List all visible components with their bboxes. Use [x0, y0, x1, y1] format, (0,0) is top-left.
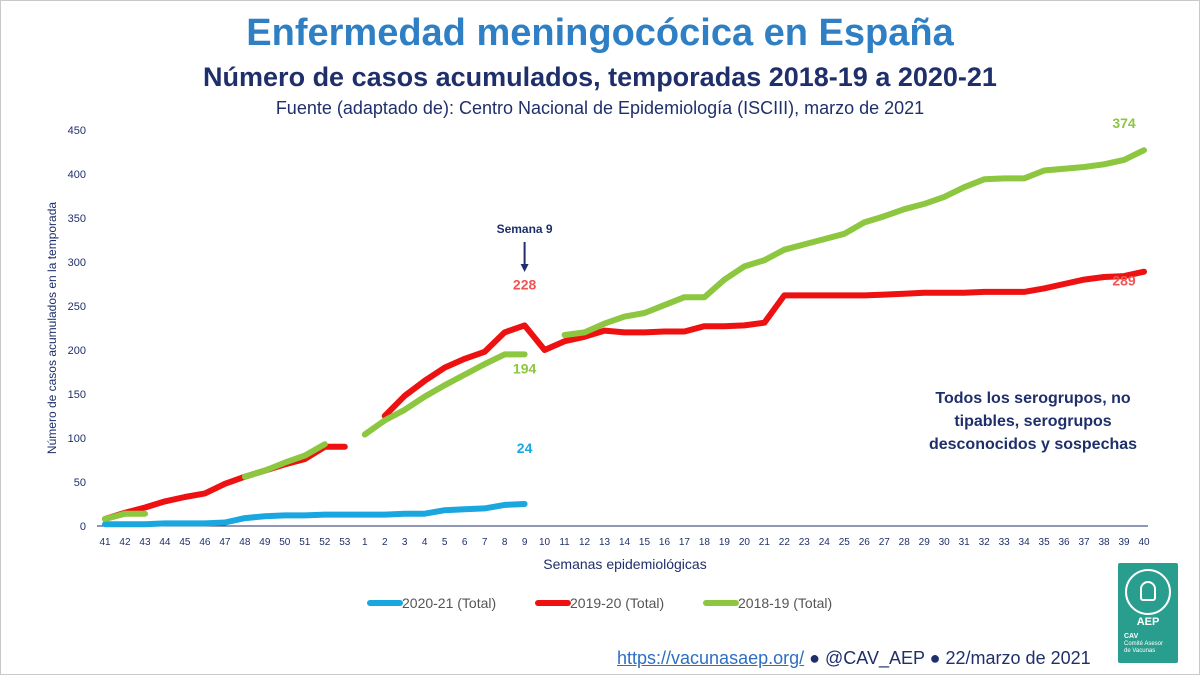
- x-tick-label: 48: [239, 537, 251, 548]
- annotation-semana-9: Semana 9: [497, 222, 553, 236]
- y-axis-title: Número de casos acumulados en la tempora…: [45, 202, 59, 454]
- legend-label: 2019-20 (Total): [570, 595, 664, 611]
- logo-caption: CAV Comité Asesor de Vacunas: [1124, 633, 1176, 655]
- x-tick-label: 26: [859, 537, 871, 548]
- source-text: Fuente (adaptado de): Centro Nacional de…: [275, 98, 925, 118]
- x-tick-label: 31: [959, 537, 971, 548]
- legend-label: 2018-19 (Total): [738, 595, 832, 611]
- x-tick-label: 33: [999, 537, 1011, 548]
- y-tick-label: 400: [68, 169, 86, 181]
- y-tick-label: 150: [68, 389, 86, 401]
- y-tick-label: 0: [80, 521, 86, 533]
- y-tick-label: 300: [68, 257, 86, 269]
- x-tick-label: 43: [139, 537, 151, 548]
- y-tick-label: 450: [68, 125, 86, 137]
- x-tick-label: 40: [1138, 537, 1150, 548]
- data-label-228: 228: [513, 276, 537, 292]
- x-tick-label: 25: [839, 537, 851, 548]
- series-line-2018-19: [102, 510, 148, 522]
- x-tick-label: 46: [199, 537, 211, 548]
- legend-label: 2020-21 (Total): [402, 595, 496, 611]
- series-line-2018-19: [561, 147, 1147, 338]
- x-tick-label: 16: [659, 537, 671, 548]
- x-tick-label: 19: [719, 537, 731, 548]
- series-line-2020-21: [102, 501, 528, 528]
- x-tick-label: 22: [779, 537, 791, 548]
- x-tick-label: 24: [819, 537, 831, 548]
- x-tick-label: 7: [482, 537, 488, 548]
- x-tick-label: 45: [179, 537, 191, 548]
- x-tick-label: 32: [979, 537, 991, 548]
- footer-link[interactable]: https://vacunasaep.org/: [617, 648, 805, 668]
- x-tick-label: 42: [119, 537, 131, 548]
- chart-subtitle: Número de casos acumulados, temporadas 2…: [203, 62, 997, 92]
- series-line-2019-20: [381, 268, 1147, 419]
- x-tick-label: 36: [1059, 537, 1071, 548]
- footer: https://vacunasaep.org/ ● @CAV_AEP ● 22/…: [617, 648, 1091, 669]
- main-title: Enfermedad meningocócica en España: [246, 12, 954, 54]
- x-tick-label: 44: [159, 537, 171, 548]
- x-tick-label: 39: [1118, 537, 1130, 548]
- x-tick-label: 23: [799, 537, 811, 548]
- x-tick-label: 18: [699, 537, 711, 548]
- y-tick-label: 50: [74, 477, 86, 489]
- x-tick-label: 5: [442, 537, 448, 548]
- x-tick-label: 50: [279, 537, 291, 548]
- series-line-2018-19: [361, 351, 528, 438]
- x-tick-label: 12: [579, 537, 591, 548]
- x-tick-label: 20: [739, 537, 751, 548]
- footer-text: ● @CAV_AEP ● 22/marzo de 2021: [804, 648, 1091, 668]
- x-tick-label: 27: [879, 537, 891, 548]
- chart-note-line: desconocidos y sospechas: [929, 436, 1137, 453]
- chart-note-line: tipables, serogrupos: [954, 413, 1111, 430]
- x-tick-label: 8: [502, 537, 508, 548]
- logo-line2: Comité Asesor: [1124, 641, 1164, 647]
- x-tick-label: 11: [559, 537, 570, 548]
- x-tick-label: 34: [1019, 537, 1031, 548]
- data-label-24: 24: [517, 440, 533, 456]
- y-tick-label: 200: [68, 345, 86, 357]
- x-tick-label: 14: [619, 537, 631, 548]
- x-tick-label: 29: [919, 537, 931, 548]
- x-tick-label: 6: [462, 537, 468, 548]
- x-tick-label: 47: [219, 537, 231, 548]
- x-tick-label: 41: [99, 537, 111, 548]
- logo-line3: de Vacunas: [1124, 648, 1156, 654]
- series-line-2019-20: [102, 443, 348, 522]
- x-tick-label: 1: [362, 537, 368, 548]
- x-tick-label: 53: [339, 537, 351, 548]
- x-tick-label: 4: [422, 537, 428, 548]
- x-tick-label: 15: [639, 537, 651, 548]
- logo-emblem: [1125, 569, 1171, 615]
- x-tick-label: 9: [522, 537, 528, 548]
- chart-note-line: Todos los serogrupos, no: [935, 390, 1130, 407]
- x-tick-label: 3: [402, 537, 408, 548]
- data-label-289: 289: [1112, 273, 1136, 289]
- x-tick-label: 28: [899, 537, 911, 548]
- x-tick-label: 21: [759, 537, 771, 548]
- x-tick-label: 49: [259, 537, 271, 548]
- data-label-374: 374: [1112, 115, 1136, 131]
- x-tick-label: 51: [299, 537, 311, 548]
- x-axis-title: Semanas epidemiológicas: [543, 556, 706, 572]
- x-tick-label: 2: [382, 537, 388, 548]
- logo-cav: CAV: [1124, 633, 1139, 640]
- x-tick-label: 35: [1039, 537, 1051, 548]
- y-tick-label: 350: [68, 213, 86, 225]
- x-tick-label: 30: [939, 537, 951, 548]
- aep-logo: AEP CAV Comité Asesor de Vacunas: [1118, 563, 1178, 663]
- x-tick-label: 17: [679, 537, 691, 548]
- series-line-2018-19: [241, 441, 328, 480]
- data-label-194: 194: [513, 360, 537, 376]
- x-tick-label: 37: [1078, 537, 1090, 548]
- x-tick-label: 38: [1098, 537, 1110, 548]
- x-tick-label: 52: [319, 537, 331, 548]
- y-tick-label: 100: [68, 433, 86, 445]
- y-tick-label: 250: [68, 301, 86, 313]
- logo-brand: AEP: [1136, 616, 1160, 628]
- x-tick-label: 13: [599, 537, 611, 548]
- x-tick-label: 10: [539, 537, 551, 548]
- semana-9-arrow-head: [520, 264, 529, 272]
